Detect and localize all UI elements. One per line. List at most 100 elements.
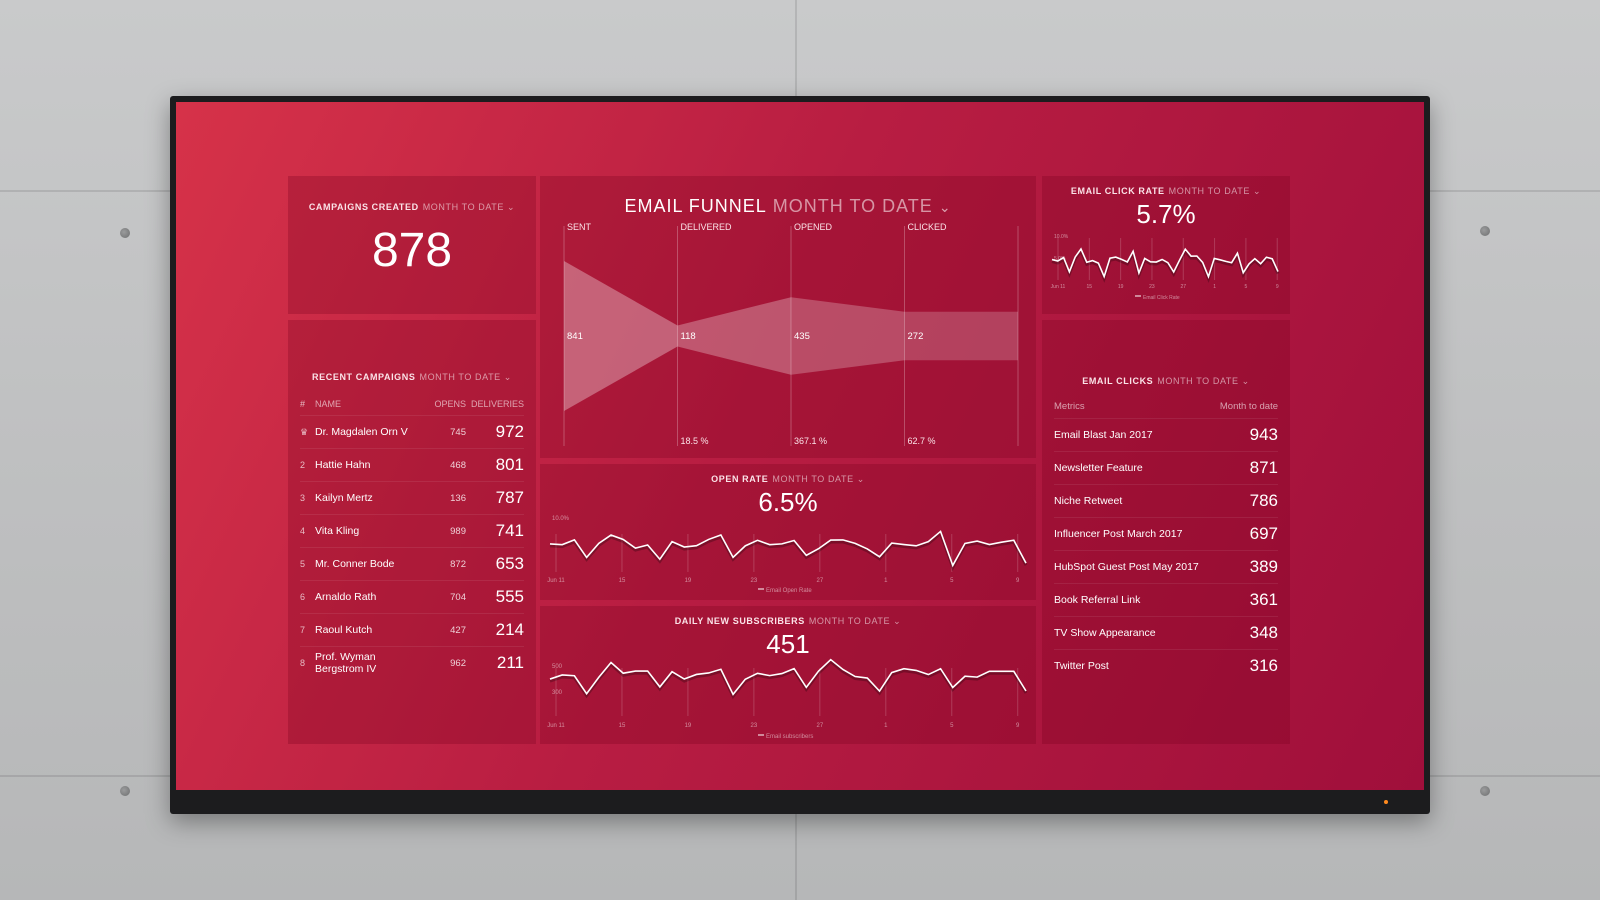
column-header-month-to-date: Month to date [1219, 401, 1278, 412]
widget-title: EMAIL CLICKS [1082, 376, 1154, 386]
table-row[interactable]: Newsletter Feature 871 [1054, 451, 1278, 484]
open-rate-title: OPEN RATE MONTH TO DATE ⌄ [540, 474, 1036, 485]
table-row[interactable]: TV Show Appearance 348 [1054, 616, 1278, 649]
funnel-stage-label: CLICKED [908, 222, 948, 232]
series-line [549, 530, 1027, 568]
x-tick-label: 9 [1016, 578, 1020, 584]
column-header-num: # [300, 399, 306, 409]
metric-name: Newsletter Feature [1054, 462, 1143, 474]
chevron-down-icon[interactable]: ⌄ [503, 372, 512, 382]
table-row[interactable]: Twitter Post 316 [1054, 649, 1278, 682]
table-row[interactable]: HubSpot Guest Post May 2017 389 [1054, 550, 1278, 583]
metric-name: HubSpot Guest Post May 2017 [1054, 561, 1199, 573]
period-selector[interactable]: MONTH TO DATE [422, 202, 505, 212]
x-tick-label: 27 [816, 578, 823, 584]
email-click-rate-widget[interactable]: Jun 11 15 19 23 27 1 5 9 10.0% 5.0% Email Click Ra… [1042, 176, 1290, 314]
widget-title: EMAIL FUNNEL [624, 196, 767, 216]
campaign-deliveries: 801 [495, 455, 524, 474]
series-line [1051, 247, 1279, 279]
open-rate-widget[interactable]: Jun 11 15 19 23 27 1 5 9 10.0% Email Open Rate OP… [540, 464, 1036, 600]
open-rate-value: 6.5% [758, 487, 818, 517]
table-row[interactable]: Email Blast Jan 2017 943 [1054, 418, 1278, 451]
row-number: 3 [300, 493, 306, 503]
column-header-metrics: Metrics [1054, 401, 1085, 412]
table-header: Metrics Month to date [1054, 401, 1278, 412]
funnel-stage-label: SENT [567, 222, 592, 232]
campaigns-created-title: CAMPAIGNS CREATED MONTH TO DATE ⌄ [288, 202, 536, 213]
table-row[interactable]: 5 Mr. Conner Bode 872 653 [300, 547, 524, 580]
y-tick-label: 10.0% [552, 516, 570, 522]
x-tick-label: 5 [950, 723, 954, 729]
x-tick-label: 9 [1276, 284, 1279, 290]
tv-monitor: CAMPAIGNS CREATED MONTH TO DATE ⌄ 878 RECE… [170, 96, 1430, 814]
campaign-deliveries: 787 [495, 488, 524, 507]
table-row[interactable]: Influencer Post March 2017 697 [1054, 517, 1278, 550]
x-tick-label: 27 [816, 723, 823, 729]
period-selector[interactable]: MONTH TO DATE [1157, 376, 1239, 386]
email-funnel-widget[interactable]: SENT 841 DELIVERED 118 18.5 % OPENED 435 367.1 … [540, 176, 1036, 458]
x-tick-label: Jun 11 [547, 578, 565, 584]
campaign-name: Prof. Wyman Bergstrom IV [315, 651, 377, 675]
table-row[interactable]: 2 Hattie Hahn 468 801 [300, 448, 524, 481]
campaign-name: Kailyn Mertz [315, 492, 373, 504]
x-tick-label: 1 [1213, 284, 1216, 290]
chevron-down-icon[interactable]: ⌄ [856, 474, 865, 484]
table-row[interactable]: 6 Arnaldo Rath 704 555 [300, 580, 524, 613]
email-clicks-widget[interactable]: EMAIL CLICKS MONTH TO DATE ⌄ Metrics Month… [1042, 320, 1290, 744]
metric-value: 943 [1249, 425, 1278, 444]
row-number: 2 [300, 460, 306, 470]
campaign-opens: 427 [450, 624, 466, 636]
period-selector[interactable]: MONTH TO DATE [772, 474, 854, 484]
x-tick-label: 19 [685, 578, 692, 584]
chevron-down-icon[interactable]: ⌄ [893, 616, 902, 626]
campaign-opens: 136 [450, 492, 466, 504]
x-tick-label: 9 [1016, 723, 1020, 729]
campaigns-created-widget[interactable]: CAMPAIGNS CREATED MONTH TO DATE ⌄ 878 [288, 176, 536, 314]
x-tick-label: 23 [751, 578, 758, 584]
funnel-stage-value: 272 [908, 331, 924, 342]
campaign-deliveries: 653 [495, 554, 524, 573]
chevron-down-icon[interactable]: ⌄ [1252, 186, 1262, 196]
table-row[interactable]: Niche Retweet 786 [1054, 484, 1278, 517]
row-number: 7 [300, 625, 306, 635]
series-shadow [1051, 247, 1280, 284]
x-tick-label: 5 [950, 578, 954, 584]
period-selector[interactable]: MONTH TO DATE [419, 372, 501, 382]
metric-value: 786 [1249, 491, 1278, 510]
chevron-down-icon[interactable]: ⌄ [938, 199, 952, 215]
metric-value: 871 [1249, 458, 1278, 477]
chevron-down-icon[interactable]: ⌄ [507, 202, 516, 212]
metric-value: 361 [1249, 590, 1278, 609]
email-click-rate-value: 5.7% [1136, 199, 1196, 229]
funnel-stage-conversion: 367.1 % [794, 436, 827, 446]
daily-subscribers-widget[interactable]: Jun 11 15 19 23 27 1 5 9 500 300 Email subscribers… [540, 606, 1036, 744]
funnel-stage-value: 118 [681, 331, 696, 342]
table-row[interactable]: ♛ Dr. Magdalen Orn V 745 972 [300, 415, 524, 448]
y-tick-label: 500 [552, 664, 563, 670]
recent-campaigns-widget[interactable]: RECENT CAMPAIGNS MONTH TO DATE ⌄ # NAME OP… [288, 320, 536, 744]
x-tick-label: 19 [1118, 284, 1124, 290]
table-row[interactable]: Book Referral Link 361 [1054, 583, 1278, 616]
metric-name: Twitter Post [1054, 660, 1109, 672]
metric-value: 348 [1249, 623, 1278, 642]
period-selector[interactable]: MONTH TO DATE [808, 616, 891, 626]
metric-name: Influencer Post March 2017 [1054, 528, 1183, 540]
x-tick-label: 19 [685, 723, 692, 729]
metric-name: Book Referral Link [1054, 594, 1141, 606]
wall-bolt [1480, 226, 1490, 236]
chevron-down-icon[interactable]: ⌄ [1241, 376, 1250, 386]
y-tick-label: 300 [552, 690, 563, 696]
x-tick-label: 15 [619, 723, 626, 729]
table-row[interactable]: 7 Raoul Kutch 427 214 [300, 613, 524, 646]
funnel-segment-opened [791, 297, 905, 375]
funnel-stage-label: OPENED [794, 222, 833, 232]
wall-bolt [120, 786, 130, 796]
period-selector[interactable]: MONTH TO DATE [1168, 186, 1250, 196]
daily-subscribers-value: 451 [766, 629, 810, 659]
legend-label: Email subscribers [766, 734, 813, 740]
table-row[interactable]: 8 Prof. Wyman Bergstrom IV 962 211 [300, 646, 524, 679]
campaign-deliveries: 972 [495, 422, 524, 441]
table-row[interactable]: 3 Kailyn Mertz 136 787 [300, 481, 524, 514]
table-row[interactable]: 4 Vita Kling 989 741 [300, 514, 524, 547]
period-selector[interactable]: MONTH TO DATE [772, 196, 933, 216]
